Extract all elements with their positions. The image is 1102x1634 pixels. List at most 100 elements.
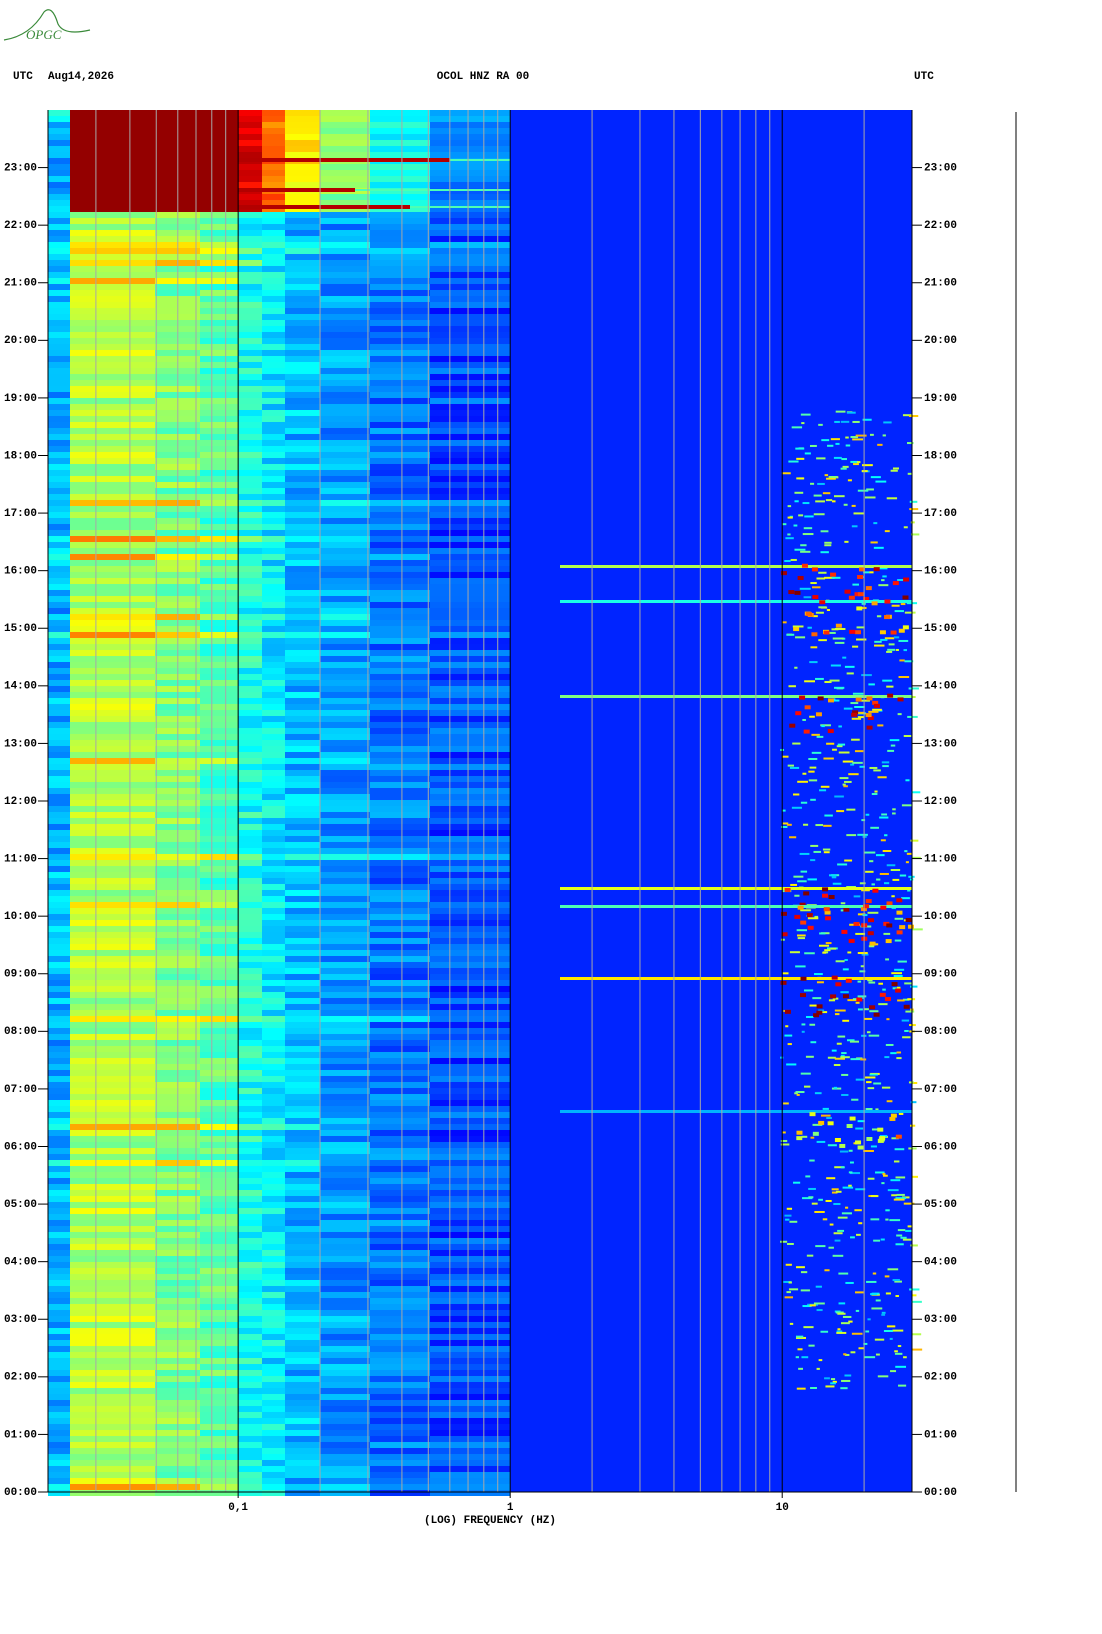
heat-cell [238,728,262,734]
heat-cell [238,440,262,446]
event-blob [891,982,898,987]
heat-speck [823,824,832,827]
heat-cell [320,1322,370,1328]
heat-cell [238,242,262,248]
heat-cell [430,836,510,842]
event-blob [892,581,899,586]
heat-speck [800,1289,810,1292]
heat-cell [238,872,262,878]
heat-cell [370,434,430,440]
heat-cell [70,734,155,740]
heat-cell [430,1220,510,1226]
heat-cell [48,314,70,320]
heat-cell [320,434,370,440]
heat-cell [262,1250,285,1256]
event-blob [895,1134,902,1139]
heat-cell [320,482,370,488]
heat-cell [285,566,320,572]
heat-cell [48,512,70,518]
heat-cell [430,272,510,278]
heat-cell [262,872,285,878]
heat-cell [48,458,70,464]
heat-cell [430,1202,510,1208]
heat-cell [48,968,70,974]
heat-cell [238,614,262,620]
heat-cell [370,812,430,818]
heat-cell [70,494,155,500]
heat-speck [875,1353,880,1356]
heat-cell [48,1478,70,1484]
heat-cell [70,1226,155,1232]
heat-cell [262,1100,285,1106]
heat-cell [200,266,238,272]
heat-speck [811,1202,818,1205]
heat-cell [320,368,370,374]
heat-cell [320,770,370,776]
heat-cell [70,206,155,212]
heat-speck [879,872,889,875]
event-streak [560,977,912,980]
heat-cell [262,1412,285,1418]
heat-cell [48,920,70,926]
heat-speck [850,1351,856,1354]
heat-speck [796,1093,800,1096]
heat-cell [370,788,430,794]
heat-cell [70,1088,155,1094]
heat-cell [262,818,285,824]
heat-cell [262,260,285,266]
heat-cell [320,1352,370,1358]
heat-speck [877,776,887,779]
heat-speck [813,494,822,497]
heat-cell [262,956,285,962]
heat-cell [70,1028,155,1034]
heat-cell [262,554,285,560]
heat-cell [370,1106,430,1112]
heat-cell [370,278,430,284]
heat-cell [70,956,155,962]
heat-cell [238,1412,262,1418]
event-blob [796,1130,803,1135]
heat-cell [430,680,510,686]
heat-cell [370,458,430,464]
heat-cell [370,986,430,992]
heat-cell [285,494,320,500]
heat-cell [370,1388,430,1394]
heat-cell [262,200,285,206]
heat-speck [891,1194,897,1197]
event-blob [873,567,880,572]
heat-cell [200,218,238,224]
heat-cell [320,1010,370,1016]
heat-cell [48,1136,70,1142]
heat-cell [238,272,262,278]
heat-cell [430,1328,510,1334]
event-blob [865,713,872,718]
heat-cell [430,998,510,1004]
heat-cell [48,368,70,374]
heat-cell [200,1016,238,1022]
x-tick-label: 10 [776,1502,789,1514]
heat-cell [262,344,285,350]
heat-cell [238,1460,262,1466]
heat-speck [787,1043,792,1046]
heat-cell [370,770,430,776]
heat-cell [262,1190,285,1196]
heat-cell [48,1376,70,1382]
event-blob [805,611,812,616]
heat-speck [800,1271,808,1274]
heat-cell [320,884,370,890]
heat-cell [262,614,285,620]
heat-cell [48,1220,70,1226]
heat-cell [238,884,262,890]
heat-cell [48,158,70,164]
heat-cell [200,446,238,452]
heat-speck [864,496,876,499]
heat-cell [70,302,155,308]
heat-cell [285,848,320,854]
heat-speck [837,863,848,866]
heat-cell [238,698,262,704]
heat-cell [238,986,262,992]
heat-cell [370,1472,430,1478]
heat-cell [238,686,262,692]
heat-speck [789,1220,798,1223]
heat-cell [370,1478,430,1484]
